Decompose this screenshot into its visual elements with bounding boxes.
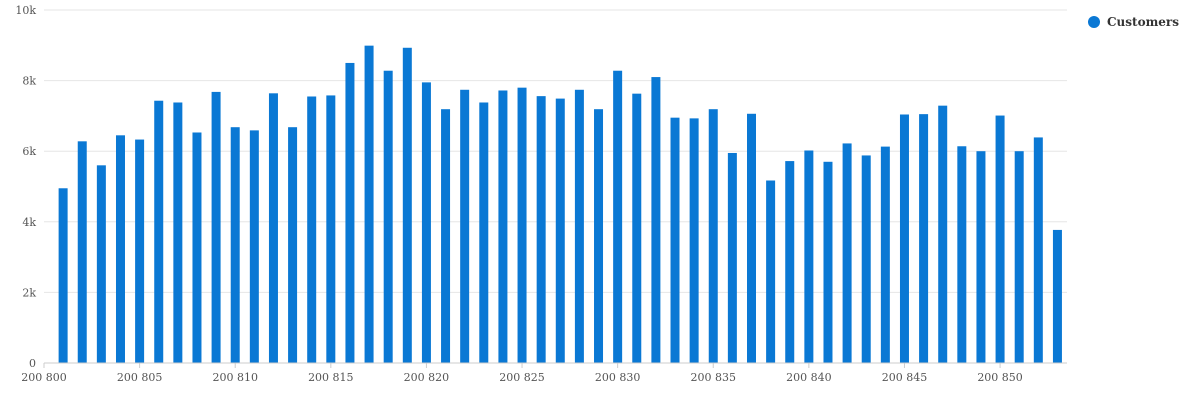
y-axis-ticks: 0 2k 4k 6k 8k 10k [15,4,36,370]
bar[interactable] [766,180,776,364]
bar[interactable] [345,62,355,363]
x-tick-label: 200 815 [308,371,354,384]
bar[interactable] [689,118,699,364]
bar[interactable] [957,146,967,363]
bar[interactable] [288,127,298,363]
x-tick-label: 200 830 [595,371,641,384]
bar[interactable] [880,146,890,363]
bar[interactable] [708,109,718,363]
bar[interactable] [995,115,1005,363]
x-tick-label: 200 840 [786,371,832,384]
x-axis-ticks: 200 800 200 805 200 810 200 815 200 820 200 8… [21,363,1023,384]
bar[interactable] [555,98,565,363]
bar[interactable] [1052,229,1062,363]
bar[interactable] [727,152,737,363]
bar[interactable] [421,82,431,364]
bar[interactable] [268,93,278,363]
bar[interactable] [747,113,756,363]
bar[interactable] [536,96,546,363]
bar[interactable] [976,151,986,363]
bar-series-customers [58,45,1062,364]
x-tick-label: 200 800 [21,371,67,384]
x-tick-label: 200 820 [404,371,450,384]
bar[interactable] [804,150,814,363]
bar[interactable] [307,96,317,364]
bar[interactable] [517,87,527,363]
bar[interactable] [211,91,221,364]
bar[interactable] [861,155,871,363]
y-tick-label: 2k [22,286,36,299]
x-tick-label: 200 845 [882,371,928,384]
bar[interactable] [173,102,183,364]
y-tick-label: 8k [22,75,36,88]
bar[interactable] [938,105,948,363]
bar[interactable] [574,89,584,363]
bar[interactable] [326,95,336,364]
bar[interactable] [58,188,68,363]
bar[interactable] [899,114,909,364]
bar[interactable] [154,100,164,363]
bar[interactable] [249,130,259,363]
bar[interactable] [192,132,202,363]
bar[interactable] [651,77,661,363]
bar[interactable] [1014,151,1024,363]
bar[interactable] [670,117,680,363]
bar[interactable] [479,102,489,364]
bar[interactable] [77,141,87,363]
x-tick-label: 200 835 [691,371,737,384]
y-tick-label: 6k [22,145,36,158]
bar[interactable] [383,70,393,363]
x-tick-label: 200 805 [117,371,163,384]
bar[interactable] [1033,137,1043,363]
x-tick-label: 200 850 [977,371,1023,384]
bar[interactable] [115,135,125,363]
bar[interactable] [823,161,833,363]
bar[interactable] [785,161,795,363]
legend[interactable]: Customers [1088,15,1179,29]
x-tick-label: 200 825 [499,371,545,384]
bar[interactable] [402,47,412,364]
bar[interactable] [441,109,451,363]
bar[interactable] [613,70,623,363]
legend-marker [1088,16,1100,28]
y-tick-label: 0 [29,357,36,370]
bar[interactable] [460,89,470,363]
bar[interactable] [135,139,145,363]
bar[interactable] [230,127,240,363]
bar[interactable] [96,165,106,363]
bar[interactable] [919,114,929,363]
x-tick-label: 200 810 [212,371,258,384]
bar[interactable] [842,143,852,363]
bar[interactable] [498,90,508,363]
bar[interactable] [594,109,604,363]
bar[interactable] [632,93,642,363]
bar[interactable] [364,45,374,364]
legend-label-customers: Customers [1107,15,1179,29]
y-tick-label: 4k [22,216,36,229]
y-tick-label: 10k [15,4,36,17]
